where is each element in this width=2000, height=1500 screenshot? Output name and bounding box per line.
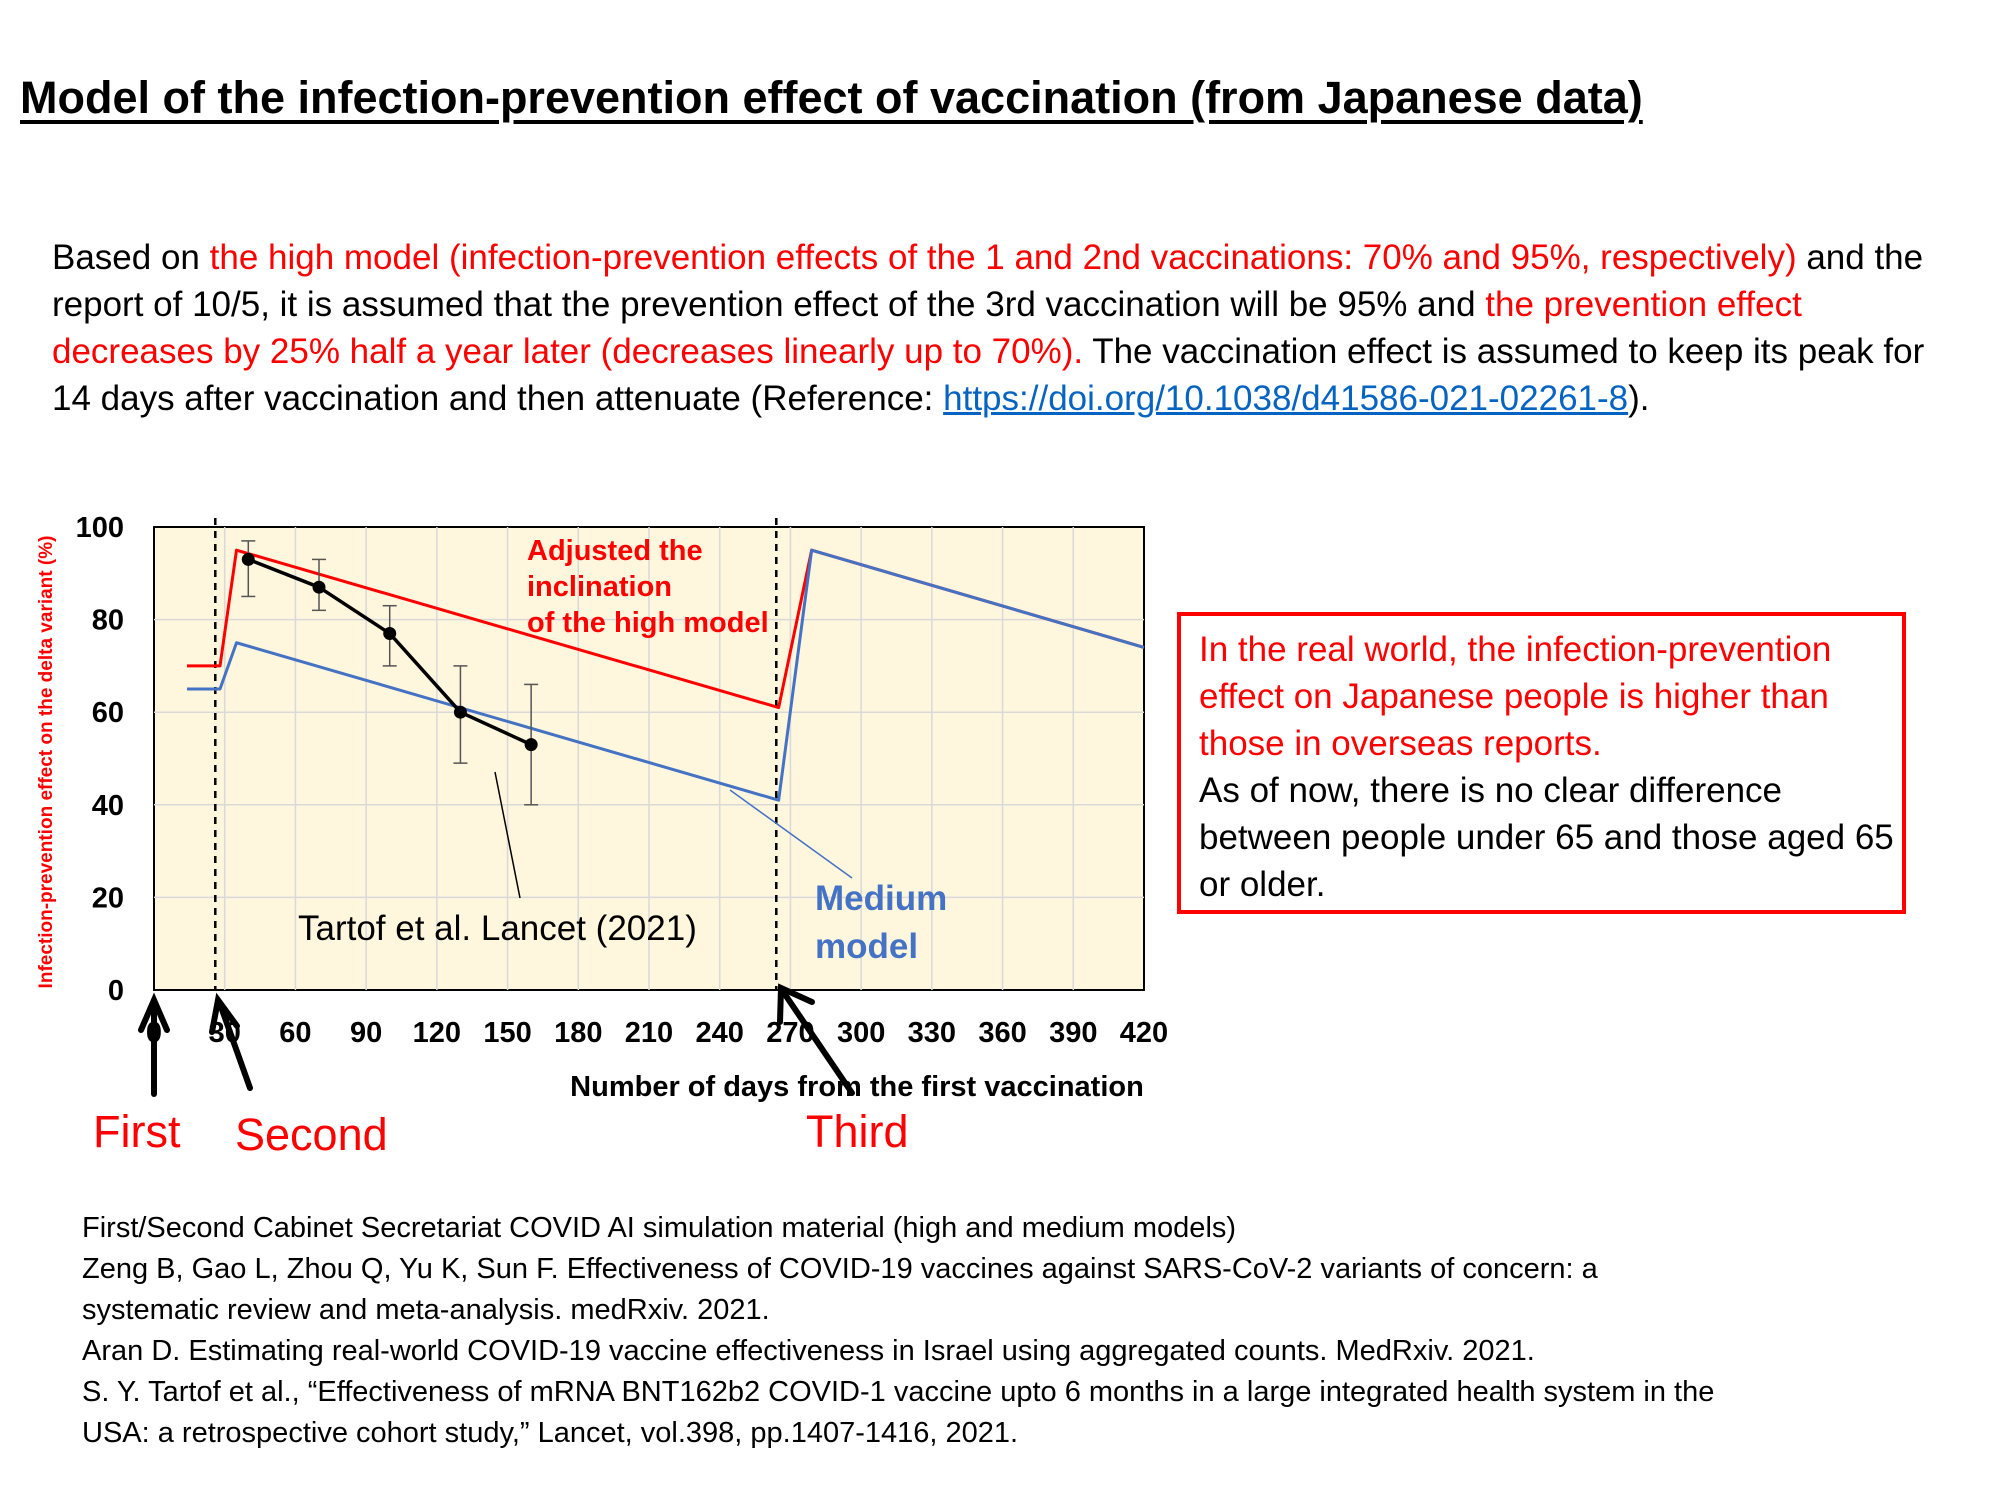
series-line [187,548,1145,802]
x-tick-label: 270 [766,1017,814,1049]
x-tick-label: 240 [696,1017,744,1049]
data-point [453,705,467,719]
intro-text-3: and the report of 10/5, it is assumed th… [52,238,1924,324]
reference-line: USA: a retrospective cohort study,” Lanc… [82,1417,1019,1449]
y-tick-label: 20 [92,882,124,914]
third-dose-arrow [777,983,855,1096]
x-tick-label: 360 [978,1017,1026,1049]
x-axis-label: Number of days from the first vaccinatio… [570,1071,1144,1103]
medium-model-annotation: Medium model [815,879,957,966]
y-tick-label: 100 [76,512,124,544]
reference-line: S. Y. Tartof et al., “Effectiveness of m… [82,1376,1715,1408]
reference-line: Zeng B, Gao L, Zhou Q, Yu K, Sun F. Effe… [82,1253,1598,1285]
x-tick-label: 330 [908,1017,956,1049]
y-tick-label: 60 [92,697,124,729]
x-tick-label: 60 [279,1017,311,1049]
x-tick-label: 210 [625,1017,673,1049]
medium-model-leader-line [729,789,853,879]
intro-text-1: Based on [52,238,210,277]
high-model-annotation-line-3: of the high model [527,607,769,639]
x-tick-label: 150 [483,1017,531,1049]
second-dose-label: Second [235,1109,388,1160]
x-tick-label: 90 [350,1017,382,1049]
intro-text-6: ). [1628,379,1650,418]
data-point [383,626,397,640]
high-model-annotation: Adjusted the inclination of the high mod… [527,535,769,639]
page-title: Model of the infection-prevention effect… [20,72,1643,123]
high-model-annotation-line-1: Adjusted the [527,535,703,567]
data-point [241,552,255,566]
grid-lines [154,527,1144,990]
vaccination-lines [214,518,778,990]
x-tick-label: 120 [413,1017,461,1049]
x-tick-label: 420 [1120,1017,1168,1049]
data-point [312,580,326,594]
x-tick-labels: 0 30 60 90 120 150 180 210 240 270 300 330 360 390 420 [146,1017,1168,1049]
first-dose-label: First [93,1106,181,1157]
data-point [524,738,538,752]
tartof-leader-line [494,771,521,899]
intro-high-model-text: the high model (infection-prevention eff… [209,238,1797,277]
x-tick-label: 390 [1049,1017,1097,1049]
callout-red-text: In the real world, the infection-prevent… [1199,630,1832,763]
reference-line: First/Second Cabinet Secretariat COVID A… [82,1212,1237,1244]
high-model-annotation-line-2: inclination [527,571,672,603]
reference-line: Aran D. Estimating real-world COVID-19 v… [82,1335,1535,1367]
x-tick-label: 180 [554,1017,602,1049]
callout-black-text: As of now, there is no clear difference … [1199,771,1894,904]
y-tick-label: 40 [92,790,124,822]
reference-line: systematic review and meta-analysis. med… [82,1294,770,1326]
medium-model-annotation-line-1: Medium [815,879,947,918]
intro-decrease-text: the prevention effect decreases by 25% h… [52,285,1802,371]
first-dose-arrow [138,992,170,1097]
data-points [241,552,538,752]
y-tick-labels: 0 20 40 60 80 100 [76,512,124,1007]
reference-link[interactable]: https://doi.org/10.1038/d41586-021-02261… [943,379,1629,418]
intro-text-5: The vaccination effect is assumed to kee… [52,332,1925,418]
y-axis-label: Infection-prevention effect on the delta… [36,536,57,989]
y-tick-label: 0 [108,975,124,1007]
callout-box: In the real world, the infection-prevent… [1177,612,1906,914]
intro-paragraph: Based on the high model (infection-preve… [52,234,1952,422]
tartof-annotation: Tartof et al. Lancet (2021) [298,909,697,948]
medium-model-annotation-line-2: model [815,927,918,966]
references: First/Second Cabinet Secretariat COVID A… [82,1208,1982,1454]
third-dose-label: Third [806,1106,909,1157]
y-tick-label: 80 [92,605,124,637]
x-tick-label: 300 [837,1017,885,1049]
second-dose-arrow [209,992,253,1091]
